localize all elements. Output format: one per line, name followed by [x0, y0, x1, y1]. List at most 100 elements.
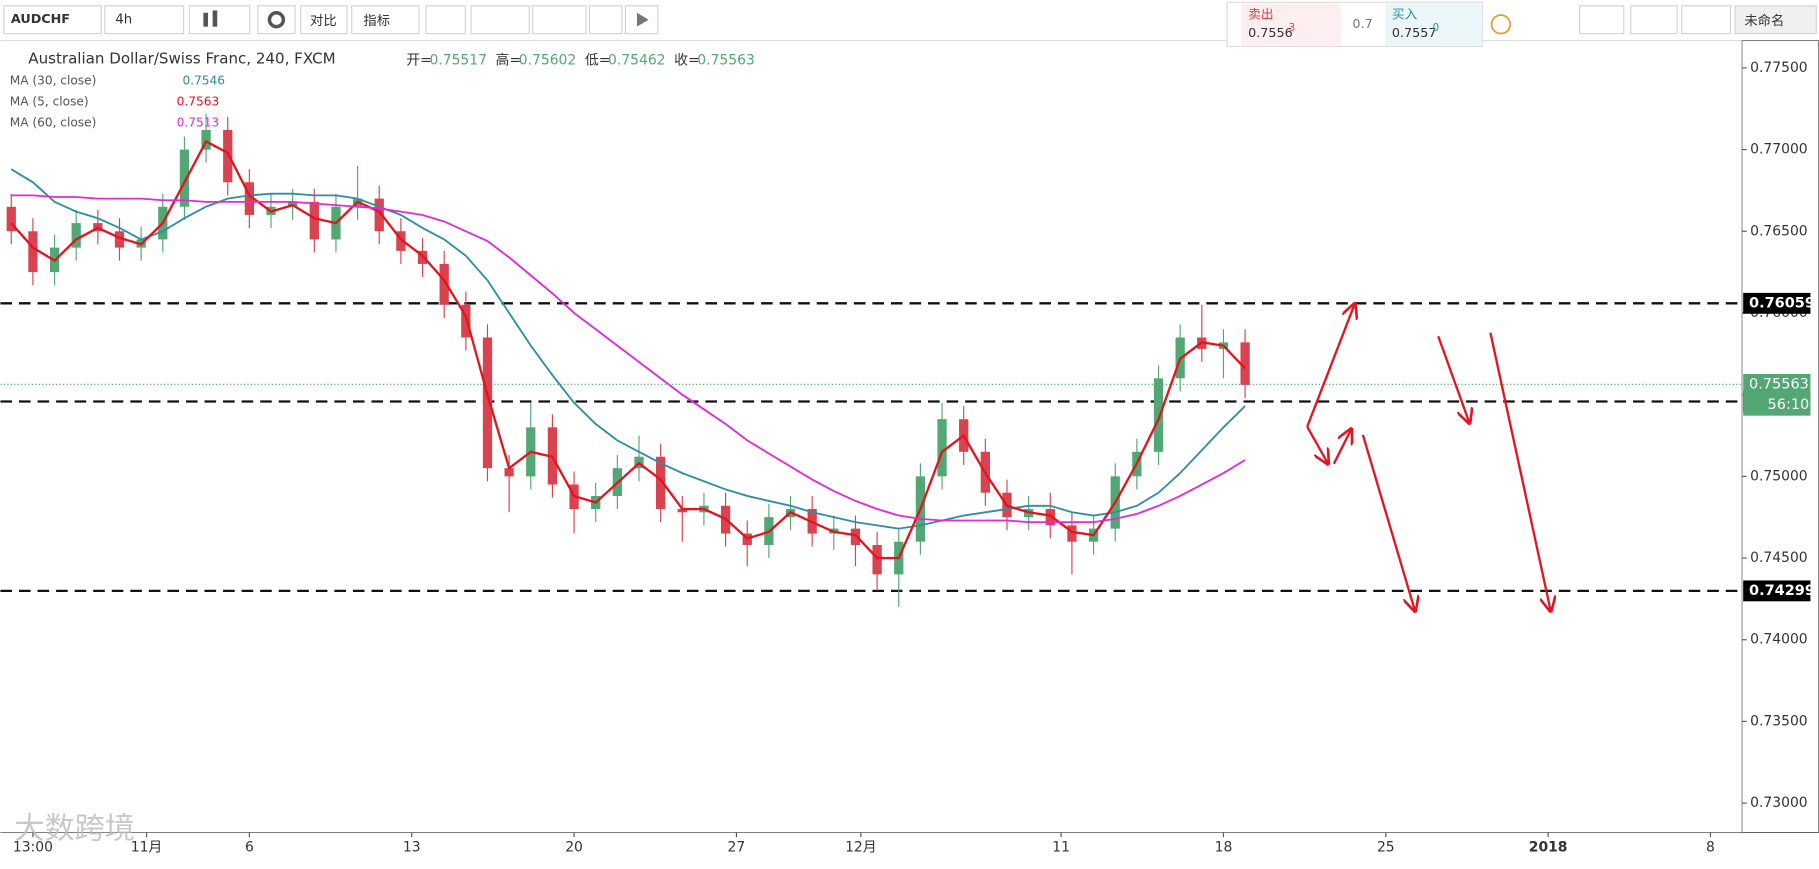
sell-price: 0.7556	[1248, 26, 1293, 41]
ma-line	[10, 139, 1246, 560]
ohlc-value: 0.75563	[697, 52, 755, 68]
x-tick-label: 12月	[845, 840, 877, 856]
load-button[interactable]	[1630, 5, 1678, 35]
compare-button[interactable]	[300, 5, 348, 35]
y-tick-label: 0.75000	[1750, 468, 1808, 484]
candle-body	[114, 231, 125, 248]
y-tick-label: 0.77500	[1750, 60, 1808, 76]
compare[interactable]: 对比	[310, 13, 337, 29]
candle-body	[504, 468, 514, 477]
y-tick-label: 0.73000	[1750, 795, 1808, 811]
ohlc-label: 开=	[406, 52, 432, 68]
ohlc-label: 收=	[674, 52, 700, 68]
layout-name[interactable]: 未命名	[1744, 12, 1784, 29]
candle-body	[223, 129, 233, 183]
legend-name: MA (60, close)	[10, 115, 97, 129]
candle-body	[656, 456, 666, 510]
candle-body	[396, 231, 406, 251]
y-tick-label: 0.74000	[1750, 632, 1808, 648]
ma-line	[10, 168, 1246, 530]
chart-style-button[interactable]	[188, 5, 251, 35]
x-tick-label: 25	[1377, 840, 1395, 856]
candle-body	[1045, 509, 1055, 526]
legend-name: MA (30, close)	[10, 74, 97, 88]
candle-body	[1240, 342, 1250, 385]
legend-value: 0.7546	[182, 74, 225, 88]
candle-body	[71, 223, 81, 248]
candle-body	[439, 263, 449, 305]
watermark: 大数跨境	[14, 812, 135, 847]
y-tick-label: 0.76500	[1750, 223, 1808, 239]
ideas-button[interactable]	[470, 5, 530, 35]
x-tick-label: 27	[728, 840, 746, 856]
candle-body	[937, 419, 947, 477]
save-button[interactable]	[1681, 5, 1732, 35]
alert-button[interactable]	[425, 5, 466, 35]
buy-label: 买入	[1392, 8, 1418, 23]
candle-body	[461, 304, 471, 338]
candle-body	[28, 231, 38, 273]
candle-body	[1153, 378, 1164, 452]
current-price-box	[1743, 373, 1811, 416]
x-tick-label: 20	[565, 840, 583, 856]
legend-value: 0.7513	[177, 115, 220, 129]
candle-body	[374, 198, 384, 232]
y-tick-label: 0.73500	[1750, 713, 1808, 729]
level-label-box	[1743, 580, 1811, 602]
legend-name: MA (5, close)	[10, 95, 89, 109]
x-tick-label: 11月	[131, 840, 163, 856]
x-tick-label: 2018	[1529, 840, 1568, 856]
undo-redo[interactable]	[532, 5, 587, 35]
ohlc-label: 低=	[585, 52, 611, 68]
current-price-label: 0.75563	[1749, 376, 1809, 392]
indicators-button[interactable]	[351, 5, 420, 35]
layout-button[interactable]	[1579, 5, 1625, 35]
candle-body	[482, 337, 493, 469]
level-label: 0.76059	[1749, 295, 1815, 311]
ohlc-label: 高=	[496, 51, 522, 68]
interval-box[interactable]	[104, 5, 185, 35]
y-tick-label: 0.74500	[1750, 550, 1808, 566]
x-tick-label: 18	[1215, 840, 1233, 856]
ohlc-value: 0.75462	[608, 52, 666, 68]
settings-button[interactable]	[257, 5, 296, 35]
sell-label: 卖出	[1248, 8, 1274, 23]
symbol-box[interactable]	[3, 5, 102, 35]
spread: 0.7	[1352, 17, 1372, 32]
x-tick-label: 13:00	[13, 840, 53, 856]
sell-sup: 3	[1289, 22, 1296, 34]
candle-body	[1067, 525, 1077, 542]
level-label-box	[1743, 292, 1811, 314]
interval[interactable]: 4h	[115, 13, 132, 28]
fullscreen-button[interactable]	[588, 5, 623, 35]
symbol[interactable]: AUDCHF	[11, 12, 70, 27]
candle-body	[677, 509, 687, 513]
annotation-arrows	[1306, 304, 1550, 611]
buy-box[interactable]	[1384, 3, 1482, 46]
candle-body	[201, 129, 211, 150]
sell-box[interactable]	[1241, 3, 1341, 46]
candle-body	[244, 182, 255, 215]
candle-body	[872, 544, 882, 575]
level-label: 0.74299	[1749, 583, 1815, 599]
ohlc-value: 0.75517	[429, 52, 487, 68]
indicators[interactable]: 指标	[363, 13, 390, 29]
ma-line	[11, 194, 1246, 524]
buy-price: 0.7557	[1392, 26, 1437, 41]
x-tick-label: 11	[1052, 840, 1070, 856]
ohlc-value: 0.75602	[519, 52, 577, 68]
legend-value: 0.7563	[177, 95, 220, 109]
x-tick-label: 13	[403, 840, 421, 856]
y-tick-label: 0.77000	[1750, 142, 1808, 158]
candle-body	[179, 149, 190, 207]
layout-name-box[interactable]	[1734, 5, 1817, 35]
candle-body	[6, 206, 16, 232]
chart-title: Australian Dollar/Swiss Franc, 240, FXCM	[28, 50, 335, 68]
x-tick-label: 8	[1706, 840, 1715, 856]
info-icon[interactable]	[1490, 14, 1511, 35]
buy-sup: 0	[1432, 22, 1439, 34]
countdown: 56:10	[1768, 397, 1810, 413]
candle-body	[309, 201, 319, 240]
